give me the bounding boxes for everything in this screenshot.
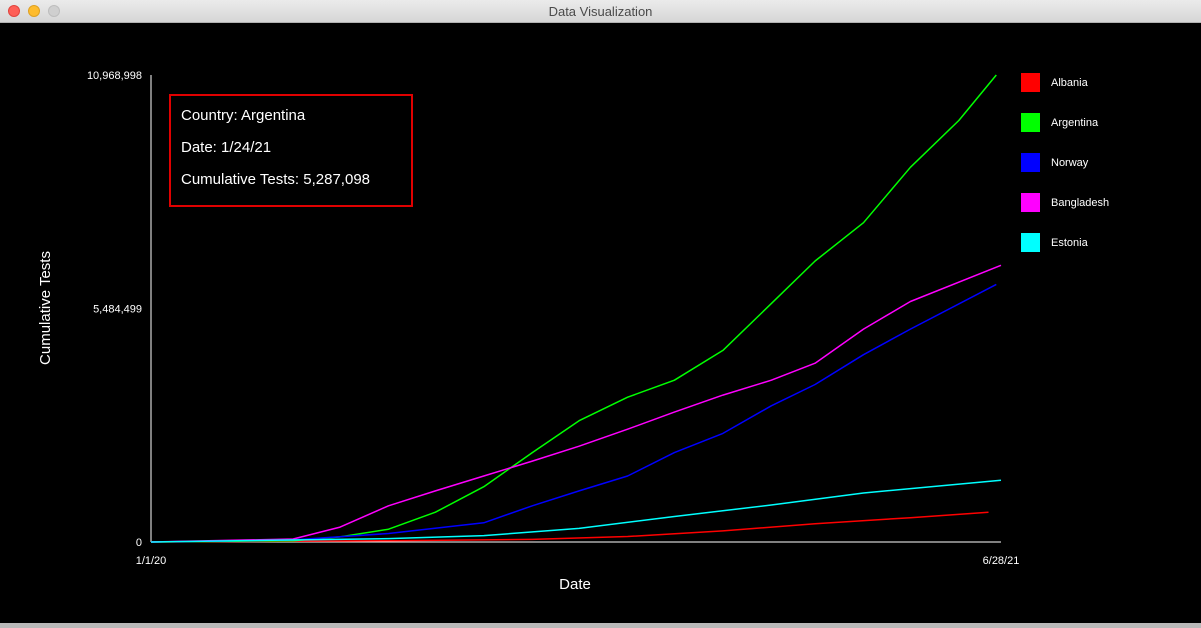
axes [150,75,1001,543]
minimize-window-button[interactable] [28,5,40,17]
legend-label-albania: Albania [1051,77,1089,89]
legend-swatch-norway [1021,153,1040,172]
y-axis-title: Cumulative Tests [37,251,54,365]
x-tick-label: 1/1/20 [136,555,167,567]
close-window-button[interactable] [8,5,20,17]
series-line-estonia[interactable] [150,479,1002,543]
hover-tooltip: Country: Argentina Date: 1/24/21 Cumulat… [169,94,413,207]
title-bar[interactable]: Data Visualization [0,0,1201,23]
legend-swatch-bangladesh [1021,193,1040,212]
series-line-albania[interactable] [150,511,989,543]
tooltip-cumulative-tests: Cumulative Tests: 5,287,098 [181,171,371,188]
y-tick-label: 0 [136,537,142,549]
window-title: Data Visualization [548,4,653,19]
tooltip-country: Country: Argentina [181,107,306,124]
series-layer [150,74,1002,543]
legend-swatch-argentina [1021,113,1040,132]
legend-label-norway: Norway [1051,157,1089,169]
series-line-norway[interactable] [150,283,997,543]
series-line-bangladesh[interactable] [150,264,1002,543]
legend: Albania Argentina Norway Bangladesh Estonia [1021,73,1109,252]
legend-swatch-albania [1021,73,1040,92]
chart-canvas[interactable]: 0 5,484,499 10,968,998 1/1/20 6/28/21 Date … [0,23,1201,623]
x-tick-label: 6/28/21 [983,555,1020,567]
zoom-window-button[interactable] [48,5,60,17]
y-tick-label: 10,968,998 [87,70,142,82]
legend-label-argentina: Argentina [1051,117,1099,129]
y-tick-label: 5,484,499 [93,304,142,316]
x-tick-labels: 1/1/20 6/28/21 [136,555,1020,567]
tooltip-date: Date: 1/24/21 [181,139,272,156]
y-tick-labels: 0 5,484,499 10,968,998 [87,70,142,549]
legend-swatch-estonia [1021,233,1040,252]
series-line-argentina[interactable] [150,74,997,543]
legend-label-bangladesh: Bangladesh [1051,197,1109,209]
legend-label-estonia: Estonia [1051,237,1089,249]
x-axis-title: Date [559,576,591,593]
